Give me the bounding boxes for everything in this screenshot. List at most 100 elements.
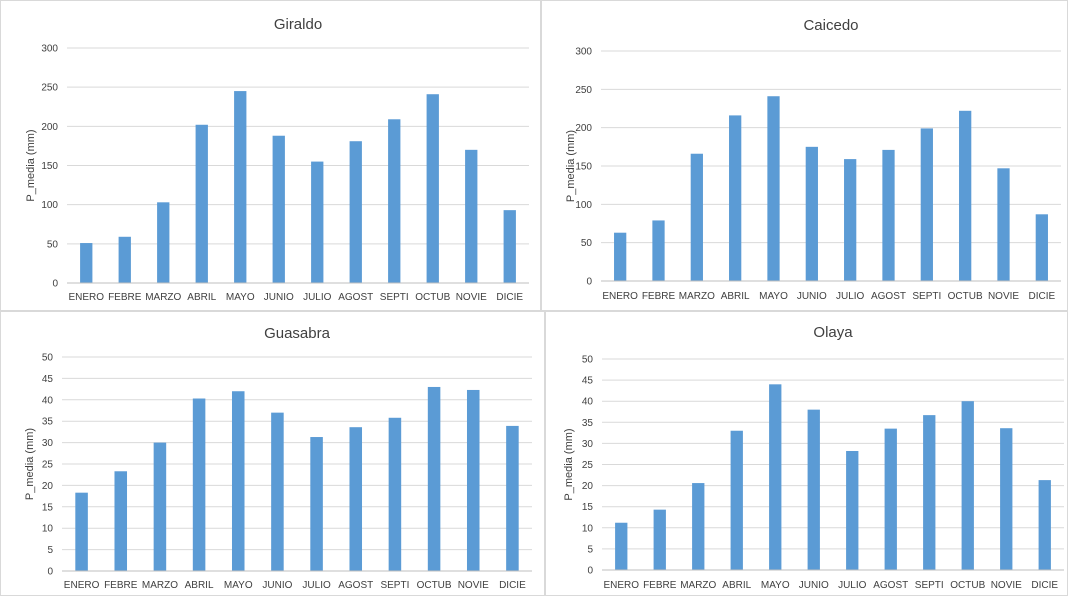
y-tick-label: 35: [42, 417, 54, 428]
y-tick-label: 250: [41, 83, 58, 94]
x-tick-label: OCTUB: [950, 580, 985, 591]
x-tick-label: NOVIE: [988, 291, 1019, 302]
chart-panel-giraldo: Giraldo P_media (mm) 0 50 100 150 200 250 300 ENE…: [0, 0, 541, 311]
y-tick-label: 30: [42, 438, 54, 449]
x-tick-label: NOVIE: [991, 580, 1022, 591]
y-tick-label: 150: [575, 162, 592, 173]
bar-novie: [467, 390, 480, 571]
y-tick-label: 0: [52, 279, 58, 290]
y-tick-label: 250: [575, 85, 592, 96]
chart-olaya: OlayaP_media (mm)05101520253035404550ENE…: [546, 312, 1068, 597]
y-tick-label: 5: [47, 545, 53, 556]
bar-abril: [729, 115, 741, 281]
bar-agost: [349, 427, 362, 571]
x-tick-label: MAYO: [759, 291, 788, 302]
y-tick-label: 35: [582, 418, 594, 429]
y-tick-label: 25: [582, 460, 594, 471]
y-tick-label: 20: [582, 481, 594, 492]
y-tick-label: 0: [587, 566, 593, 577]
y-tick-label: 25: [42, 460, 54, 471]
y-axis-title: P_media (mm): [563, 428, 575, 500]
y-tick-label: 50: [42, 353, 54, 364]
x-tick-label: JULIO: [836, 291, 865, 302]
x-tick-label: FEBRE: [642, 291, 676, 302]
bar-novie: [465, 150, 477, 283]
y-tick-label: 10: [42, 524, 54, 535]
y-axis-title: P_media (mm): [25, 129, 37, 201]
bar-julio: [310, 437, 323, 571]
chart-guasabra: Guasabra P_media (mm) 0 5 10 15 20 25 30 35 40 45 50…: [1, 312, 546, 597]
y-tick-label: 10: [582, 523, 594, 534]
x-tick-label: ENERO: [602, 291, 638, 302]
bar-septi: [923, 415, 935, 570]
x-tick-label: JUNIO: [797, 291, 827, 302]
y-tick-label: 30: [582, 439, 594, 450]
x-tick-label: JULIO: [302, 580, 331, 591]
y-tick-label: 200: [575, 123, 592, 134]
y-tick-label: 0: [47, 567, 53, 578]
bar-dicie: [506, 426, 519, 571]
bar-mayo: [767, 96, 779, 281]
bar-octub: [427, 94, 439, 283]
x-tick-label: OCTUB: [417, 580, 452, 591]
bar-octub: [959, 111, 971, 281]
chart-title: Caicedo: [803, 17, 858, 34]
x-tick-label: MARZO: [679, 291, 715, 302]
x-tick-label: ABRIL: [722, 580, 751, 591]
y-tick-label: 40: [42, 395, 54, 406]
x-tick-label: FEBRE: [108, 292, 142, 303]
x-tick-label: ENERO: [68, 292, 104, 303]
bar-septi: [921, 128, 933, 281]
y-tick-label: 200: [41, 122, 58, 133]
y-axis-title: P_media (mm): [24, 428, 36, 500]
x-tick-label: AGOST: [871, 291, 906, 302]
bar-marzo: [154, 443, 167, 571]
x-tick-label: OCTUB: [415, 292, 450, 303]
bar-novie: [1000, 428, 1012, 570]
bar-agost: [882, 150, 894, 281]
y-tick-label: 300: [41, 44, 58, 55]
bar-junio: [271, 413, 284, 571]
bar-abril: [193, 399, 206, 571]
chart-title: Guasabra: [264, 325, 331, 342]
bar-julio: [846, 451, 858, 570]
bar-septi: [388, 119, 400, 283]
bar-marzo: [692, 483, 704, 570]
y-tick-label: 40: [582, 397, 594, 408]
bar-enero: [80, 243, 92, 283]
y-tick-label: 50: [581, 238, 593, 249]
y-tick-label: 100: [41, 200, 58, 211]
y-tick-label: 0: [586, 277, 592, 288]
x-tick-label: SEPTI: [912, 291, 941, 302]
bar-dicie: [1036, 214, 1048, 281]
x-tick-label: DICIE: [496, 292, 523, 303]
bar-dicie: [504, 210, 516, 283]
chart-panel-caicedo: Caicedo P_media (mm) 0 50 100 150 200 250 300 ENE…: [541, 0, 1068, 311]
x-tick-label: ABRIL: [185, 580, 214, 591]
x-tick-label: JUNIO: [264, 292, 294, 303]
chart-title: Giraldo: [274, 16, 322, 33]
x-tick-label: DICIE: [1028, 291, 1055, 302]
x-tick-label: MARZO: [142, 580, 178, 591]
y-tick-label: 15: [582, 502, 594, 513]
bar-febre: [654, 510, 666, 570]
x-tick-label: MARZO: [680, 580, 716, 591]
x-tick-label: FEBRE: [643, 580, 677, 591]
y-tick-label: 5: [587, 544, 593, 555]
bar-abril: [196, 125, 208, 283]
bar-mayo: [769, 384, 781, 570]
y-tick-label: 15: [42, 502, 54, 513]
y-tick-label: 50: [47, 239, 59, 250]
x-tick-label: JULIO: [303, 292, 332, 303]
y-tick-label: 300: [575, 47, 592, 58]
bar-marzo: [157, 202, 169, 283]
x-tick-label: AGOST: [338, 580, 373, 591]
x-tick-label: NOVIE: [458, 580, 489, 591]
x-tick-label: ENERO: [64, 580, 100, 591]
x-tick-label: MARZO: [145, 292, 181, 303]
bar-agost: [885, 429, 897, 570]
y-tick-label: 150: [41, 161, 58, 172]
y-tick-label: 45: [42, 374, 54, 385]
x-tick-label: ABRIL: [187, 292, 216, 303]
bar-mayo: [232, 391, 245, 571]
